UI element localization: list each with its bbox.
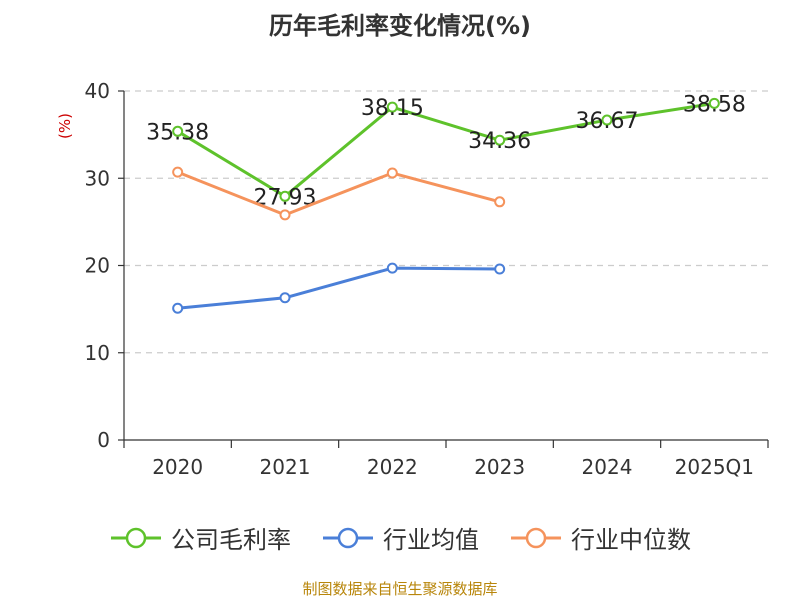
series-line (177, 170, 501, 217)
legend-swatch (111, 527, 161, 548)
legend-label: 行业中位数 (571, 526, 691, 554)
data-label: 35.38 (146, 120, 209, 145)
data-point (172, 302, 184, 314)
data-point (494, 263, 506, 275)
legend-label: 公司毛利率 (171, 526, 291, 554)
legend-item[interactable]: 行业中位数 (509, 520, 691, 555)
data-label: 38.58 (683, 92, 746, 117)
legend-swatch (511, 527, 561, 548)
data-point (386, 101, 398, 113)
chart-title: 历年毛利率变化情况(%) (269, 12, 531, 40)
x-tick-label: 2023 (474, 455, 525, 479)
x-tick-label: 2025Q1 (675, 455, 754, 479)
x-tick-label: 2022 (367, 455, 418, 479)
data-point (708, 97, 720, 109)
data-label: 36.67 (576, 109, 639, 134)
data-point (279, 209, 291, 221)
x-tick-label: 2020 (152, 455, 203, 479)
data-point (279, 292, 291, 304)
data-label: 38.15 (361, 96, 424, 121)
data-point (386, 167, 398, 179)
y-tick-label: 20 (85, 254, 110, 278)
series-line (176, 101, 715, 198)
legend-swatch (323, 527, 373, 548)
legend-label: 行业均值 (383, 526, 479, 554)
data-source-note: 制图数据来自恒生聚源数据库 (302, 580, 498, 598)
data-point (172, 125, 184, 137)
legend-item[interactable]: 公司毛利率 (109, 520, 291, 555)
x-tick-label: 2021 (260, 455, 311, 479)
y-tick-label: 0 (97, 428, 110, 452)
x-tick-label: 2024 (582, 455, 633, 479)
data-point (386, 262, 398, 274)
chart-legend: 公司毛利率 行业均值 行业中位数 (0, 520, 800, 555)
series-line (177, 266, 500, 310)
legend-item[interactable]: 行业均值 (321, 520, 479, 555)
y-tick-label: 40 (85, 79, 110, 103)
y-tick-label: 10 (85, 341, 110, 365)
data-point (172, 166, 184, 178)
data-label: 34.36 (468, 129, 531, 154)
y-tick-label: 30 (85, 166, 110, 190)
data-point (601, 114, 613, 126)
data-point (279, 190, 291, 202)
data-point (494, 134, 506, 146)
data-point (494, 196, 506, 208)
y-axis-label: (%) (56, 113, 74, 139)
